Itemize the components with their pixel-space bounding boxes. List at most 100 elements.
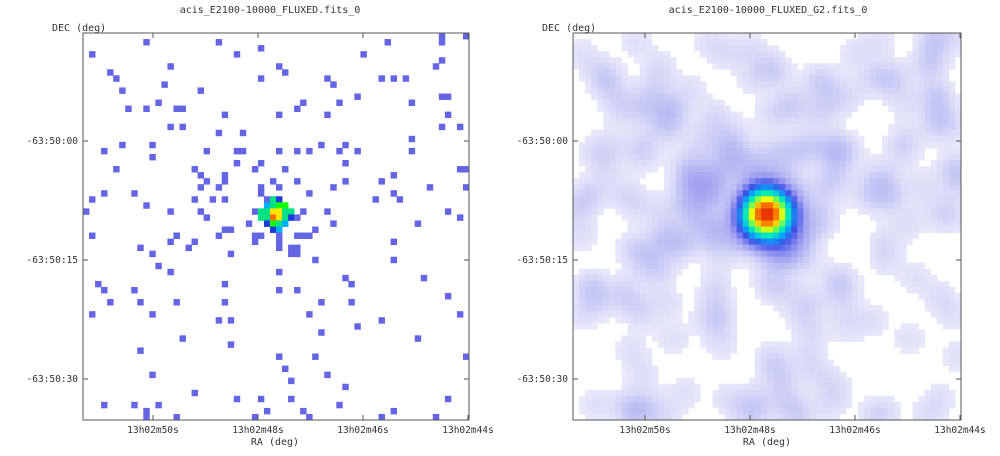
heatmap-pixel xyxy=(839,305,847,312)
heatmap-pixel xyxy=(906,172,913,179)
heatmap-pixel xyxy=(833,226,841,233)
heatmap-pixel xyxy=(773,105,780,113)
heatmap-pixel xyxy=(730,401,738,409)
heatmap-pixel xyxy=(438,93,446,100)
heatmap-pixel xyxy=(918,214,926,221)
heatmap-pixel xyxy=(676,268,683,276)
heatmap-pixel xyxy=(851,99,859,106)
heatmap-pixel xyxy=(870,329,877,336)
heatmap-pixel xyxy=(888,250,895,258)
heatmap-pixel xyxy=(827,262,835,270)
heatmap-pixel xyxy=(384,39,391,46)
heatmap-pixel xyxy=(803,220,810,227)
heatmap-pixel xyxy=(773,347,780,354)
heatmap-pixel xyxy=(324,208,331,215)
heatmap-pixel xyxy=(276,184,283,191)
heatmap-pixel xyxy=(767,129,774,137)
heatmap-pixel xyxy=(615,141,622,149)
heatmap-pixel xyxy=(815,141,822,149)
heatmap-pixel xyxy=(936,111,944,119)
heatmap-pixel xyxy=(621,232,628,239)
heatmap-pixel xyxy=(827,69,835,76)
heatmap-pixel xyxy=(724,105,732,113)
heatmap-pixel xyxy=(839,293,847,300)
heatmap-pixel xyxy=(845,323,853,330)
heatmap-pixel xyxy=(760,159,768,167)
heatmap-pixel xyxy=(730,244,738,252)
heatmap-pixel xyxy=(627,341,635,348)
heatmap-pixel xyxy=(706,256,713,264)
heatmap-pixel xyxy=(954,365,962,373)
heatmap-pixel xyxy=(633,159,641,167)
heatmap-pixel xyxy=(948,184,956,191)
heatmap-pixel xyxy=(591,147,598,155)
heatmap-pixel xyxy=(851,299,859,306)
heatmap-pixel xyxy=(864,178,871,185)
heatmap-pixel xyxy=(876,202,883,209)
heatmap-pixel xyxy=(900,117,907,125)
heatmap-pixel xyxy=(700,268,707,276)
heatmap-pixel xyxy=(882,214,889,221)
heatmap-pixel xyxy=(657,401,665,409)
heatmap-pixel xyxy=(773,214,780,221)
heatmap-pixel xyxy=(621,63,628,70)
heatmap-pixel xyxy=(785,311,792,318)
heatmap-pixel xyxy=(597,407,604,415)
heatmap-pixel xyxy=(809,63,816,70)
heatmap-pixel xyxy=(585,220,592,227)
heatmap-pixel xyxy=(627,75,635,82)
heatmap-pixel xyxy=(627,286,635,294)
heatmap-pixel xyxy=(651,395,659,403)
heatmap-pixel xyxy=(803,401,810,409)
heatmap-pixel xyxy=(942,75,950,82)
heatmap-pixel xyxy=(827,208,835,215)
heatmap-pixel xyxy=(815,202,822,209)
heatmap-pixel xyxy=(276,268,283,276)
heatmap-pixel xyxy=(621,377,628,385)
heatmap-pixel xyxy=(724,323,732,330)
heatmap-pixel xyxy=(930,196,938,203)
heatmap-pixel xyxy=(603,135,610,143)
heatmap-pixel xyxy=(663,208,671,215)
heatmap-pixel xyxy=(712,178,719,185)
heatmap-pixel xyxy=(803,359,810,366)
heatmap-pixel xyxy=(827,317,835,324)
heatmap-pixel xyxy=(579,401,586,409)
heatmap-pixel xyxy=(833,147,841,155)
heatmap-pixel xyxy=(676,395,683,403)
heatmap-pixel xyxy=(779,57,786,64)
heatmap-pixel xyxy=(645,159,653,167)
heatmap-pixel xyxy=(870,262,877,270)
heatmap-pixel xyxy=(682,117,689,125)
heatmap-pixel xyxy=(924,166,932,173)
heatmap-pixel xyxy=(888,184,895,191)
heatmap-pixel xyxy=(797,178,804,185)
heatmap-pixel xyxy=(815,365,822,373)
heatmap-pixel xyxy=(918,81,926,88)
heatmap-pixel xyxy=(663,401,671,409)
heatmap-pixel xyxy=(791,305,798,312)
heatmap-pixel xyxy=(821,401,829,409)
heatmap-pixel xyxy=(633,395,641,403)
heatmap-pixel xyxy=(257,208,265,215)
heatmap-pixel xyxy=(815,105,822,113)
heatmap-pixel xyxy=(718,45,725,52)
heatmap-pixel xyxy=(663,347,671,354)
heatmap-pixel xyxy=(609,75,616,82)
heatmap-pixel xyxy=(882,87,889,94)
heatmap-pixel xyxy=(724,129,732,137)
heatmap-pixel xyxy=(579,208,586,215)
heatmap-pixel xyxy=(609,123,616,131)
heatmap-pixel xyxy=(942,81,950,88)
heatmap-pixel xyxy=(803,413,810,421)
heatmap-pixel xyxy=(809,238,816,246)
heatmap-pixel xyxy=(615,256,622,264)
heatmap-pixel xyxy=(408,135,416,143)
heatmap-pixel xyxy=(760,153,768,161)
heatmap-pixel xyxy=(688,178,695,185)
heatmap-pixel xyxy=(948,226,956,233)
heatmap-pixel xyxy=(676,166,683,173)
heatmap-pixel xyxy=(706,335,713,342)
heatmap-pixel xyxy=(615,69,622,76)
heatmap-pixel xyxy=(827,111,835,119)
